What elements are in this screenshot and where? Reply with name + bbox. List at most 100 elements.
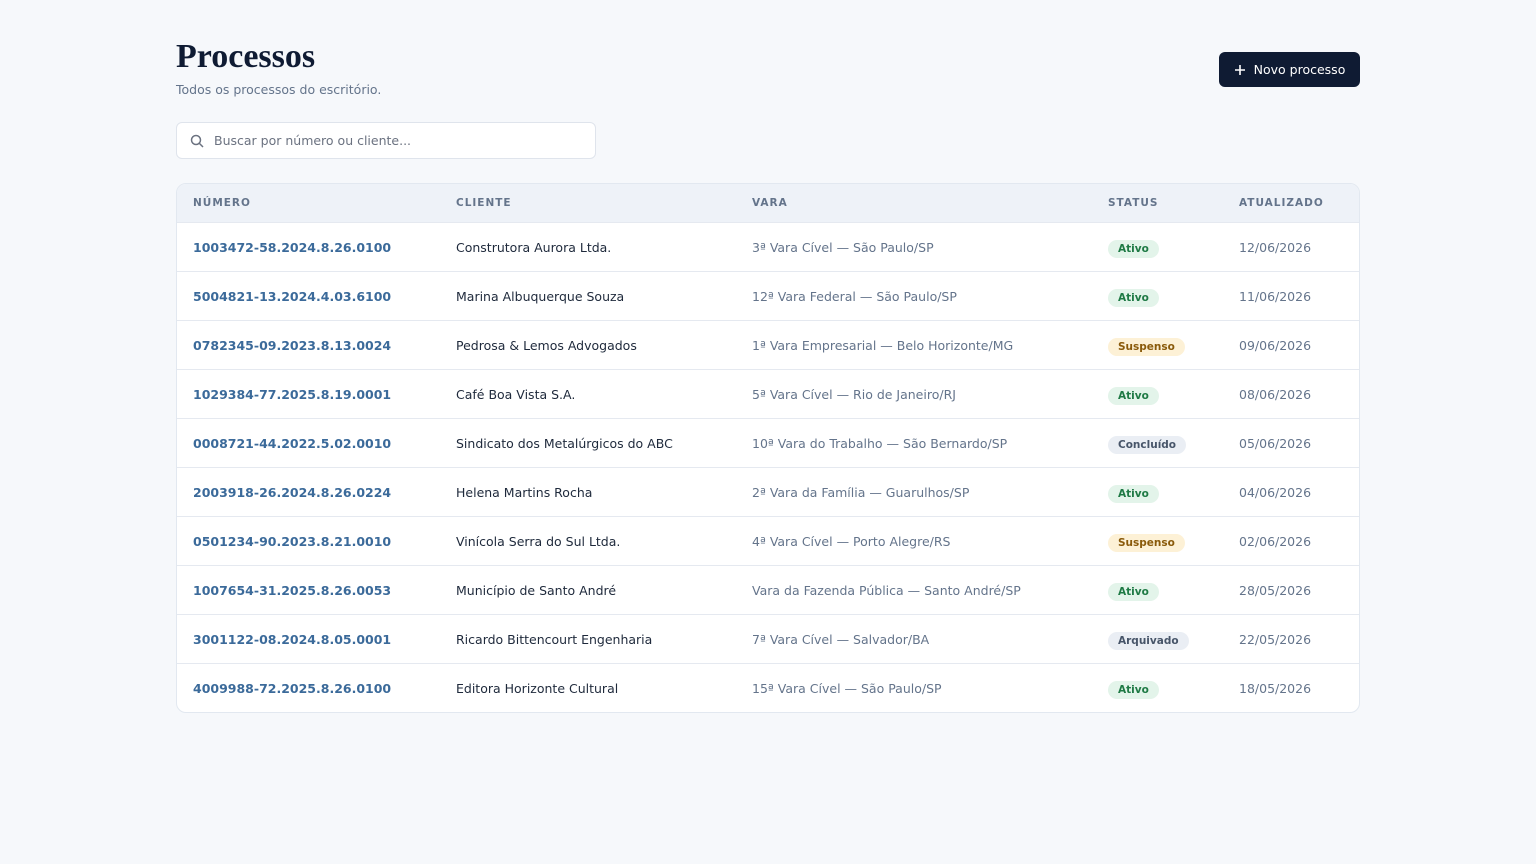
status-badge: Ativo [1108,386,1159,405]
cell: 3001122-08.2024.8.05.0001 [177,632,456,647]
cell-text: Editora Horizonte Cultural [456,680,619,696]
cell-text: 22/05/2026 [1239,631,1312,647]
process-number[interactable]: 1007654-31.2025.8.26.0053 [193,582,392,598]
status-badge: Suspenso [1108,337,1185,356]
column-header: ATUALIZADO [1239,197,1324,209]
cell-text: Município de Santo André [456,582,617,598]
process-number[interactable]: 3001122-08.2024.8.05.0001 [193,631,392,647]
cell: 22/05/2026 [1239,632,1359,647]
process-number[interactable]: 5004821-13.2024.4.03.6100 [193,288,392,304]
cell: 0501234-90.2023.8.21.0010 [177,534,456,549]
cell: 15ª Vara Cível — São Paulo/SP [752,681,1108,696]
cell-text: 04/06/2026 [1239,484,1312,500]
table-row[interactable]: 0008721-44.2022.5.02.0010 Sindicato dos M… [177,418,1359,467]
cell: 2ª Vara da Família — Guarulhos/SP [752,485,1108,500]
table-row[interactable]: 2003918-26.2024.8.26.0224 Helena Martins … [177,467,1359,516]
cell: 28/05/2026 [1239,583,1359,598]
process-number[interactable]: 0782345-09.2023.8.13.0024 [193,337,392,353]
cell-text: 05/06/2026 [1239,435,1312,451]
cell-text: 18/05/2026 [1239,680,1312,696]
cell-text: 11/06/2026 [1239,288,1312,304]
cell: Concluído [1108,435,1239,454]
column-header: NÚMERO [193,197,251,209]
process-number[interactable]: 4009988-72.2025.8.26.0100 [193,680,392,696]
table-row[interactable]: 1007654-31.2025.8.26.0053 Município de Sa… [177,565,1359,614]
column-header: VARA [752,197,788,209]
cell: 3ª Vara Cível — São Paulo/SP [752,240,1108,255]
cell: Ativo [1108,484,1239,503]
page-title: Processos [176,38,316,75]
process-number[interactable]: 1029384-77.2025.8.19.0001 [193,386,392,402]
cell: Suspenso [1108,337,1239,356]
cell: 4009988-72.2025.8.26.0100 [177,681,456,696]
plus-icon [1234,64,1245,75]
cell: 05/06/2026 [1239,436,1359,451]
cell: 18/05/2026 [1239,681,1359,696]
cell: Marina Albuquerque Souza [456,289,752,304]
process-number[interactable]: 0501234-90.2023.8.21.0010 [193,533,392,549]
cell-text: Vinícola Serra do Sul Ltda. [456,533,621,549]
cell-text: Sindicato dos Metalúrgicos do ABC [456,435,673,451]
process-number[interactable]: 1003472-58.2024.8.26.0100 [193,239,392,255]
table-row[interactable]: 1029384-77.2025.8.19.0001 Café Boa Vista … [177,369,1359,418]
cell: 5004821-13.2024.4.03.6100 [177,289,456,304]
table-row[interactable]: 1003472-58.2024.8.26.0100 Construtora Aur… [177,222,1359,271]
status-badge: Ativo [1108,680,1159,699]
cell-text: 5ª Vara Cível — Rio de Janeiro/RJ [752,386,956,402]
cell: 11/06/2026 [1239,289,1359,304]
cell: Ativo [1108,288,1239,307]
cell: Arquivado [1108,631,1239,650]
table-row[interactable]: 0782345-09.2023.8.13.0024 Pedrosa & Lemos… [177,320,1359,369]
subtitle: Todos os processos do escritório. [176,82,382,97]
status-badge: Ativo [1108,484,1159,503]
cell-text: Construtora Aurora Ltda. [456,239,612,255]
process-number[interactable]: 0008721-44.2022.5.02.0010 [193,435,392,451]
cell: 04/06/2026 [1239,485,1359,500]
new-button[interactable]: Novo processo [1219,52,1360,87]
cell: Café Boa Vista S.A. [456,387,752,402]
cell: 1007654-31.2025.8.26.0053 [177,583,456,598]
cell-text: 08/06/2026 [1239,386,1312,402]
cell: Editora Horizonte Cultural [456,681,752,696]
cell: 12ª Vara Federal — São Paulo/SP [752,289,1108,304]
cell: Ativo [1108,680,1239,699]
cell: 2003918-26.2024.8.26.0224 [177,485,456,500]
search-icon [190,134,204,148]
table-row[interactable]: 3001122-08.2024.8.05.0001 Ricardo Bittenc… [177,614,1359,663]
cell: Município de Santo André [456,583,752,598]
cell: Construtora Aurora Ltda. [456,240,752,255]
table-row[interactable]: 4009988-72.2025.8.26.0100 Editora Horizon… [177,663,1359,712]
cell-text: 7ª Vara Cível — Salvador/BA [752,631,930,647]
table-row[interactable]: 5004821-13.2024.4.03.6100 Marina Albuquer… [177,271,1359,320]
status-badge: Ativo [1108,582,1159,601]
process-number[interactable]: 2003918-26.2024.8.26.0224 [193,484,392,500]
cell-text: Café Boa Vista S.A. [456,386,576,402]
cell: Sindicato dos Metalúrgicos do ABC [456,436,752,451]
status-badge: Concluído [1108,435,1187,454]
status-badge: Arquivado [1108,631,1189,650]
status-badge: Ativo [1108,239,1159,258]
cell: Ativo [1108,386,1239,405]
cell: 0782345-09.2023.8.13.0024 [177,338,456,353]
search-box[interactable]: Buscar por número ou cliente... [176,122,596,159]
cell: 7ª Vara Cível — Salvador/BA [752,632,1108,647]
cell: Pedrosa & Lemos Advogados [456,338,752,353]
status-badge: Suspenso [1108,533,1185,552]
cell: Helena Martins Rocha [456,485,752,500]
cell-text: Ricardo Bittencourt Engenharia [456,631,653,647]
cell: 1029384-77.2025.8.19.0001 [177,387,456,402]
cell: Ricardo Bittencourt Engenharia [456,632,752,647]
cell: Ativo [1108,582,1239,601]
cell-text: Marina Albuquerque Souza [456,288,625,304]
cell: 5ª Vara Cível — Rio de Janeiro/RJ [752,387,1108,402]
cell-text: 28/05/2026 [1239,582,1312,598]
cell-text: 12/06/2026 [1239,239,1312,255]
cell-text: 12ª Vara Federal — São Paulo/SP [752,288,957,304]
button-label: Novo processo [1253,62,1346,77]
cell-text: 09/06/2026 [1239,337,1312,353]
column-header: STATUS [1108,197,1159,209]
table-row[interactable]: 0501234-90.2023.8.21.0010 Vinícola Serra … [177,516,1359,565]
cell-text: 4ª Vara Cível — Porto Alegre/RS [752,533,951,549]
